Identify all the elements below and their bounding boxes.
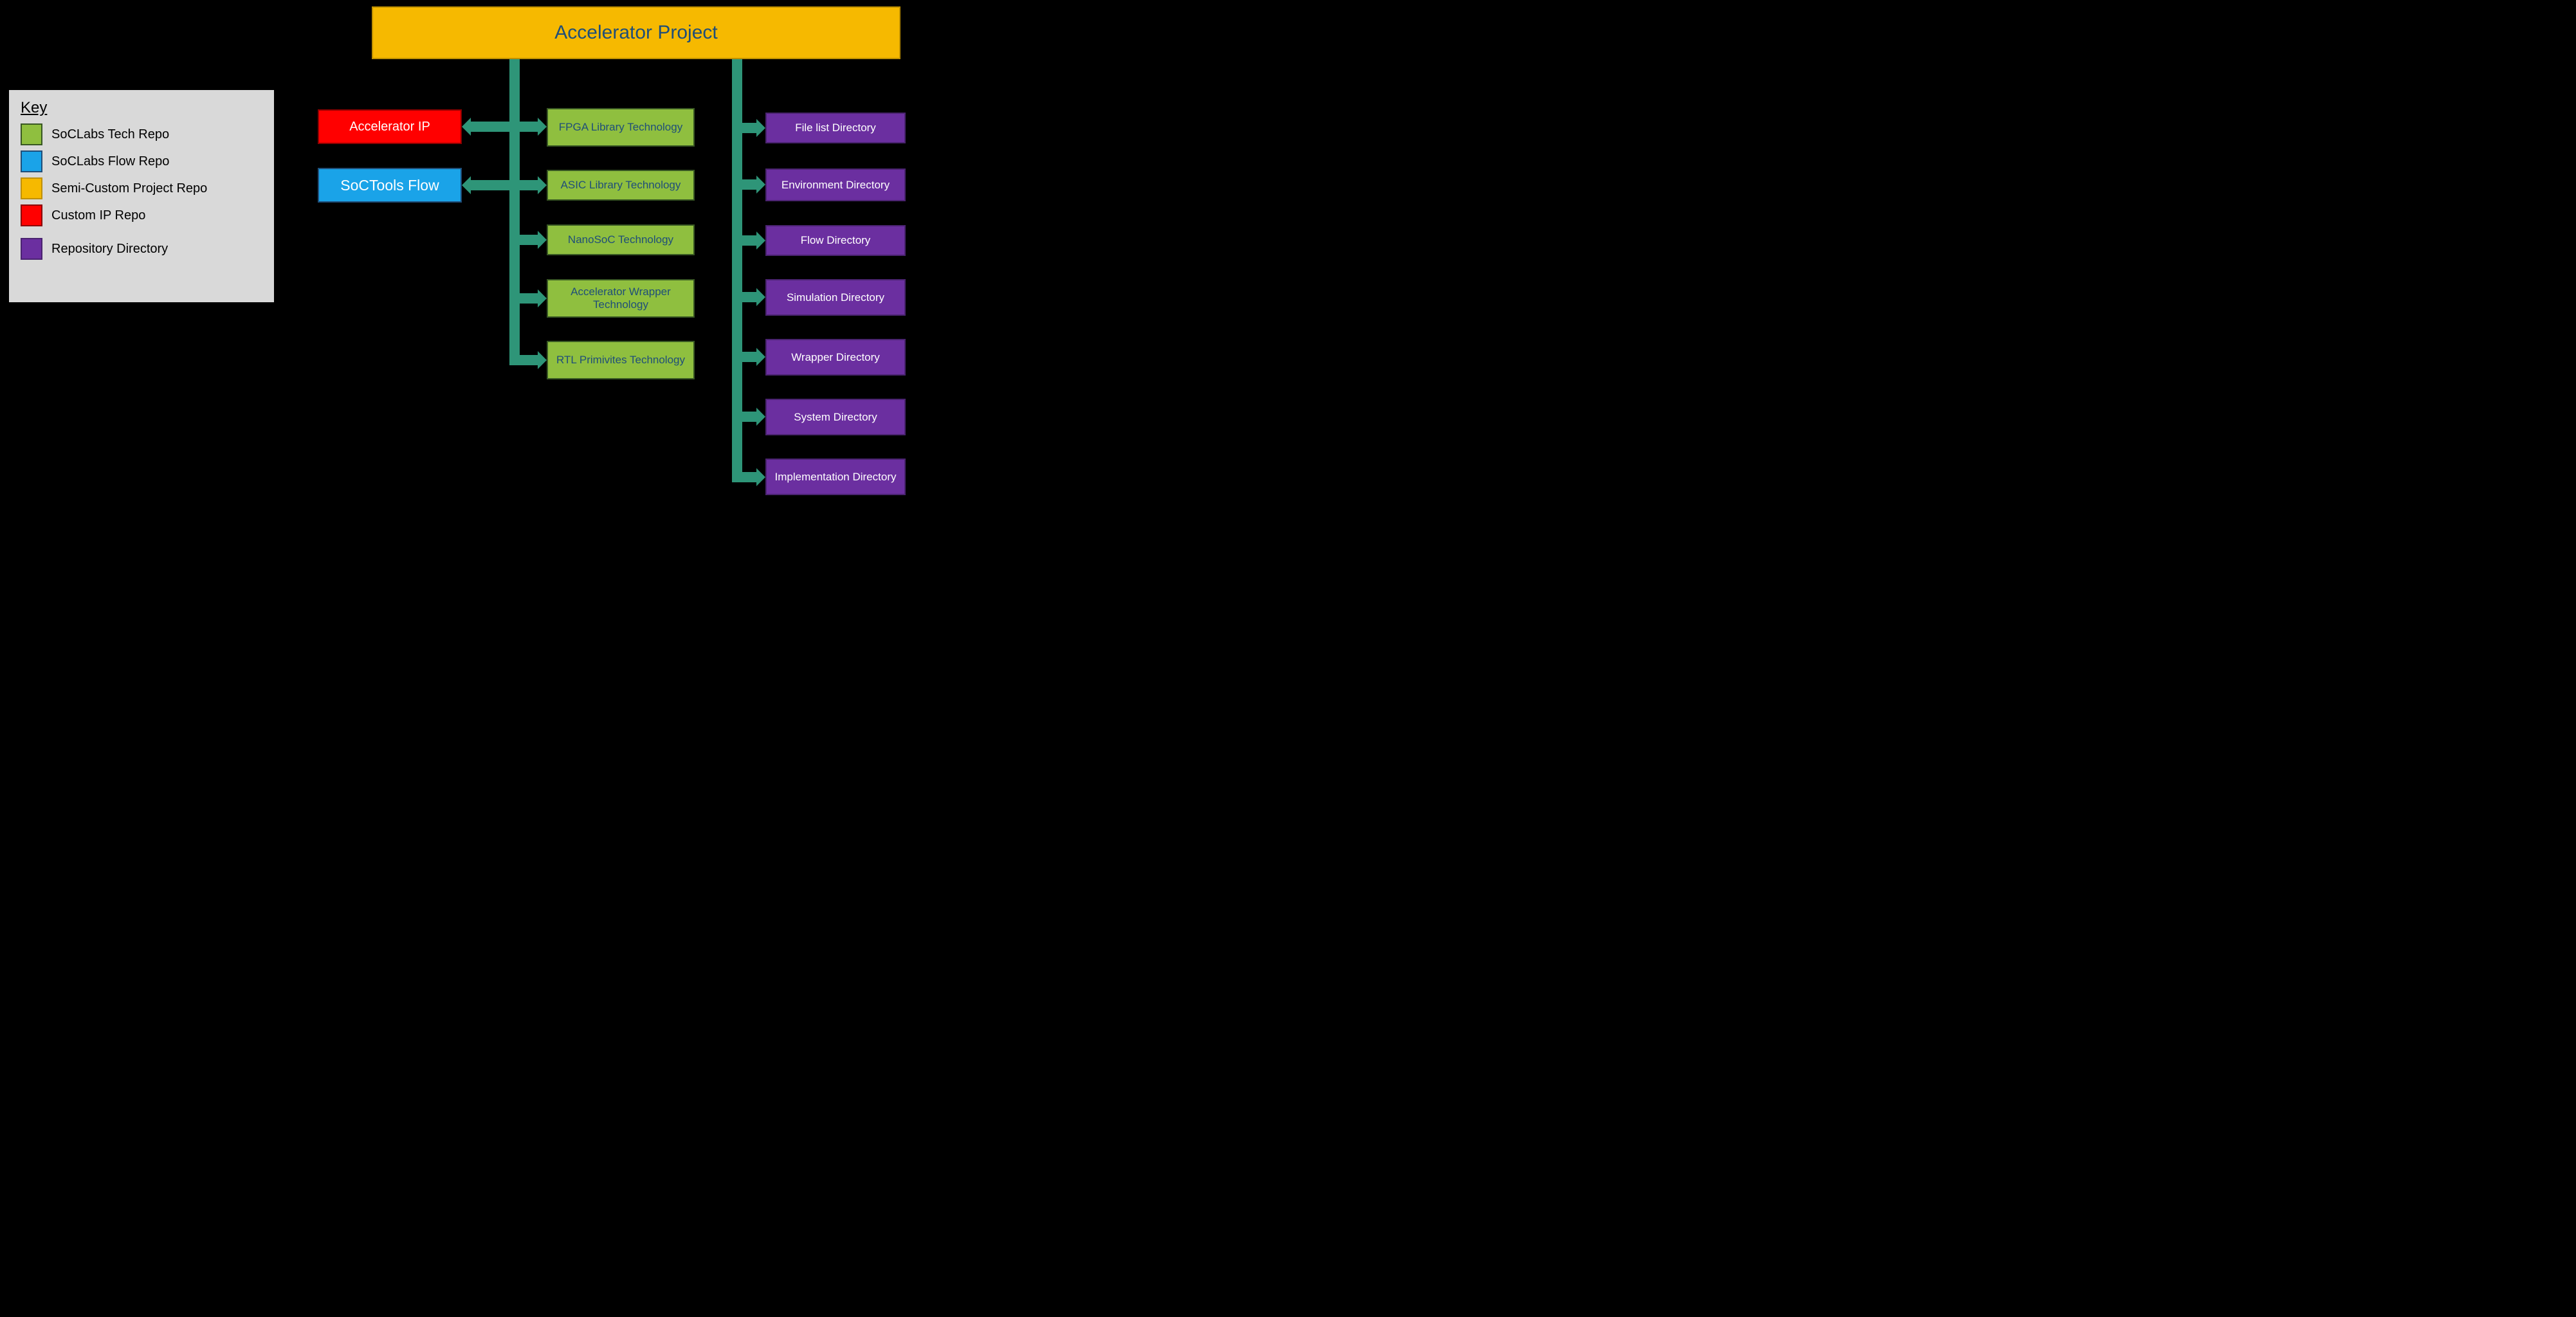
legend-row: Semi-Custom Project Repo (21, 177, 262, 199)
mid-node-label: FPGA Library Technology (559, 121, 682, 134)
mid-node-label: RTL Primivites Technology (556, 354, 685, 367)
mid-node-wrapper: Accelerator Wrapper Technology (547, 279, 695, 318)
right-node-filelist: File list Directory (765, 113, 906, 143)
right-node-env: Environment Directory (765, 168, 906, 201)
right-node-sys: System Directory (765, 399, 906, 435)
mid-node-label: ASIC Library Technology (561, 179, 681, 192)
right-node-label: System Directory (794, 411, 877, 424)
right-node-sim: Simulation Directory (765, 279, 906, 316)
legend-label: Custom IP Repo (51, 208, 145, 223)
left-node-label: Accelerator IP (349, 120, 430, 134)
legend-row: SoCLabs Flow Repo (21, 150, 262, 172)
left-node-label: SoCTools Flow (340, 177, 439, 194)
legend-swatch (21, 177, 42, 199)
legend-label: Semi-Custom Project Repo (51, 181, 207, 196)
right-node-label: Wrapper Directory (791, 351, 880, 364)
legend-swatch (21, 238, 42, 260)
legend-label: SoCLabs Flow Repo (51, 154, 169, 169)
root-label: Accelerator Project (554, 22, 717, 44)
legend-row: Custom IP Repo (21, 204, 262, 226)
mid-node-rtl: RTL Primivites Technology (547, 341, 695, 379)
mid-node-fpga: FPGA Library Technology (547, 108, 695, 147)
root-node: Accelerator Project (372, 6, 900, 59)
legend-swatch (21, 150, 42, 172)
mid-node-label: NanoSoC Technology (568, 233, 673, 246)
legend-title: Key (21, 99, 262, 117)
legend-swatch (21, 204, 42, 226)
left-node-soctools: SoCTools Flow (318, 168, 462, 203)
right-node-label: File list Directory (795, 122, 876, 134)
mid-node-asic: ASIC Library Technology (547, 170, 695, 201)
right-node-label: Simulation Directory (787, 291, 884, 304)
legend-swatch (21, 123, 42, 145)
left-node-accel_ip: Accelerator IP (318, 109, 462, 144)
legend-items: SoCLabs Tech Repo SoCLabs Flow Repo Semi-C… (21, 123, 262, 260)
diagram-canvas: Accelerator Project Key SoCLabs Tech Rep… (0, 0, 996, 505)
right-node-impl: Implementation Directory (765, 459, 906, 495)
mid-node-nanosoc: NanoSoC Technology (547, 224, 695, 255)
right-node-label: Flow Directory (801, 234, 871, 247)
legend-label: Repository Directory (51, 242, 168, 257)
mid-node-label: Accelerator Wrapper Technology (553, 286, 688, 311)
legend-row: Repository Directory (21, 238, 262, 260)
right-node-flow: Flow Directory (765, 225, 906, 256)
right-node-wrap: Wrapper Directory (765, 339, 906, 376)
right-node-label: Implementation Directory (775, 471, 897, 484)
legend-box: Key SoCLabs Tech Repo SoCLabs Flow Repo Se… (9, 90, 274, 302)
legend-label: SoCLabs Tech Repo (51, 127, 169, 142)
right-node-label: Environment Directory (781, 179, 890, 192)
legend-row: SoCLabs Tech Repo (21, 123, 262, 145)
